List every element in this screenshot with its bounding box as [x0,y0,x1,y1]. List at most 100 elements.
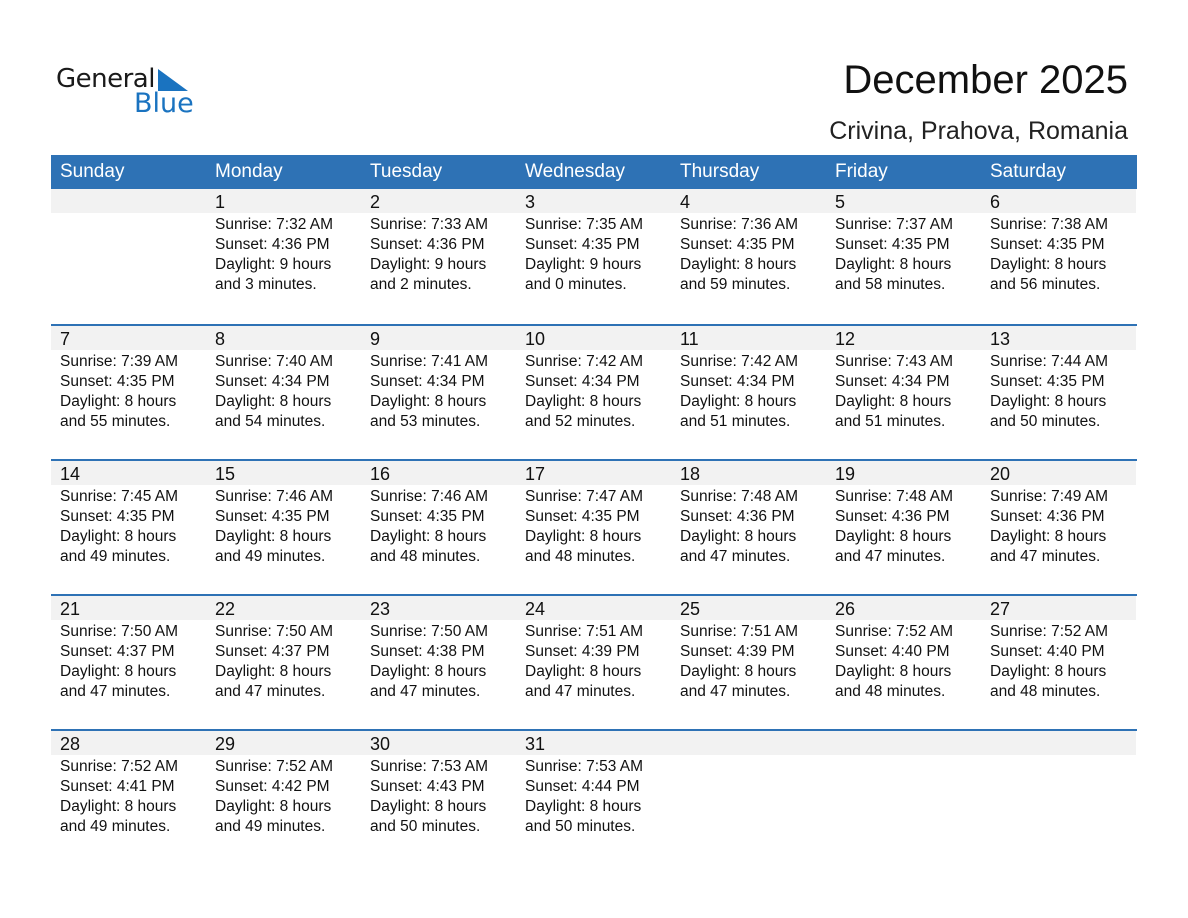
minutes-text: and 47 minutes. [680,548,791,565]
weekday-thursday: Thursday [680,161,760,182]
daylight-text: Daylight: 8 hours [215,528,332,545]
sunrise-text: Sunrise: 7:43 AM [835,353,954,370]
daylight-text: Daylight: 9 hours [525,256,642,273]
daylight-text: Daylight: 8 hours [680,528,797,545]
sunset-text: Sunset: 4:34 PM [370,373,485,390]
sunrise-text: Sunrise: 7:52 AM [835,623,954,640]
day-details: Sunrise: 7:52 AM Sunset: 4:42 PM Daylight:… [206,755,361,837]
sunset-text: Sunset: 4:44 PM [525,778,640,795]
sunset-text: Sunset: 4:40 PM [835,643,950,660]
week-row: 28 29 30 31 Sunrise: 7:52 AM Sunset: 4:41 PM D… [51,729,1137,864]
sunset-text: Sunset: 4:41 PM [60,778,175,795]
daylight-text: Daylight: 8 hours [60,663,177,680]
day-number: 16 [361,461,516,485]
day-details: Sunrise: 7:52 AM Sunset: 4:40 PM Daylight:… [826,620,981,702]
sunrise-text: Sunrise: 7:50 AM [370,623,489,640]
sunrise-text: Sunrise: 7:46 AM [215,488,334,505]
weekday-monday: Monday [215,161,283,182]
daylight-text: Daylight: 8 hours [835,528,952,545]
week-row: 14 15 16 17 18 19 20 Sunrise: 7:45 AM Sunset: 4:… [51,459,1137,594]
sunrise-text: Sunrise: 7:41 AM [370,353,489,370]
daylight-text: Daylight: 8 hours [370,528,487,545]
minutes-text: and 59 minutes. [680,276,791,293]
minutes-text: and 55 minutes. [60,413,171,430]
day-details: Sunrise: 7:36 AM Sunset: 4:35 PM Daylight:… [671,213,826,295]
day-details: Sunrise: 7:46 AM Sunset: 4:35 PM Daylight:… [361,485,516,567]
day-details: Sunrise: 7:37 AM Sunset: 4:35 PM Daylight:… [826,213,981,295]
day-number: 14 [51,461,206,485]
day-details [981,755,1136,837]
sunrise-text: Sunrise: 7:37 AM [835,216,954,233]
minutes-text: and 48 minutes. [835,683,946,700]
day-details: Sunrise: 7:53 AM Sunset: 4:44 PM Daylight:… [516,755,671,837]
sunrise-text: Sunrise: 7:51 AM [525,623,644,640]
sunset-text: Sunset: 4:35 PM [215,508,330,525]
day-details: Sunrise: 7:49 AM Sunset: 4:36 PM Daylight:… [981,485,1136,567]
day-number: 11 [671,326,826,350]
day-number: 25 [671,596,826,620]
daylight-text: Daylight: 8 hours [60,798,177,815]
sunrise-text: Sunrise: 7:39 AM [60,353,179,370]
weeks: 1 2 3 4 5 6 Sunrise: 7:32 AM Sunset: 4:36 PM Day… [51,189,1137,864]
day-details: Sunrise: 7:50 AM Sunset: 4:38 PM Daylight:… [361,620,516,702]
day-number: 2 [361,189,516,213]
day-details: Sunrise: 7:44 AM Sunset: 4:35 PM Daylight:… [981,350,1136,432]
day-details: Sunrise: 7:50 AM Sunset: 4:37 PM Daylight:… [51,620,206,702]
minutes-text: and 47 minutes. [990,548,1101,565]
minutes-text: and 49 minutes. [60,548,171,565]
daylight-text: Daylight: 8 hours [370,663,487,680]
day-number: 3 [516,189,671,213]
sunrise-text: Sunrise: 7:50 AM [215,623,334,640]
minutes-text: and 49 minutes. [215,818,326,835]
day-number: 31 [516,731,671,755]
sunrise-text: Sunrise: 7:40 AM [215,353,334,370]
sunset-text: Sunset: 4:37 PM [215,643,330,660]
sunrise-text: Sunrise: 7:52 AM [215,758,334,775]
minutes-text: and 47 minutes. [835,548,946,565]
minutes-text: and 49 minutes. [60,818,171,835]
day-number: 29 [206,731,361,755]
day-details: Sunrise: 7:42 AM Sunset: 4:34 PM Daylight:… [516,350,671,432]
day-details [826,755,981,837]
day-details: Sunrise: 7:45 AM Sunset: 4:35 PM Daylight:… [51,485,206,567]
minutes-text: and 50 minutes. [370,818,481,835]
day-number [826,731,981,755]
daylight-text: Daylight: 8 hours [990,528,1107,545]
day-number: 7 [51,326,206,350]
day-details: Sunrise: 7:48 AM Sunset: 4:36 PM Daylight:… [671,485,826,567]
weekday-tuesday: Tuesday [370,161,443,182]
day-number: 13 [981,326,1136,350]
minutes-text: and 49 minutes. [215,548,326,565]
sunset-text: Sunset: 4:36 PM [680,508,795,525]
day-details: Sunrise: 7:38 AM Sunset: 4:35 PM Daylight:… [981,213,1136,295]
sunset-text: Sunset: 4:36 PM [990,508,1105,525]
sunset-text: Sunset: 4:35 PM [525,236,640,253]
day-details: Sunrise: 7:39 AM Sunset: 4:35 PM Daylight:… [51,350,206,432]
day-number: 4 [671,189,826,213]
day-number: 23 [361,596,516,620]
sunrise-text: Sunrise: 7:42 AM [525,353,644,370]
page-title: December 2025 [843,58,1128,102]
day-details: Sunrise: 7:43 AM Sunset: 4:34 PM Daylight:… [826,350,981,432]
minutes-text: and 47 minutes. [215,683,326,700]
minutes-text: and 54 minutes. [215,413,326,430]
day-details: Sunrise: 7:32 AM Sunset: 4:36 PM Daylight:… [206,213,361,295]
daylight-text: Daylight: 8 hours [60,393,177,410]
sunset-text: Sunset: 4:35 PM [525,508,640,525]
sunset-text: Sunset: 4:39 PM [525,643,640,660]
day-number: 15 [206,461,361,485]
sunrise-text: Sunrise: 7:50 AM [60,623,179,640]
sunrise-text: Sunrise: 7:52 AM [60,758,179,775]
day-details: Sunrise: 7:41 AM Sunset: 4:34 PM Daylight:… [361,350,516,432]
day-details: Sunrise: 7:47 AM Sunset: 4:35 PM Daylight:… [516,485,671,567]
sunrise-text: Sunrise: 7:46 AM [370,488,489,505]
day-number: 18 [671,461,826,485]
day-number: 9 [361,326,516,350]
minutes-text: and 3 minutes. [215,276,317,293]
daylight-text: Daylight: 8 hours [215,393,332,410]
sunset-text: Sunset: 4:36 PM [215,236,330,253]
daylight-text: Daylight: 9 hours [215,256,332,273]
day-number: 27 [981,596,1136,620]
day-details: Sunrise: 7:33 AM Sunset: 4:36 PM Daylight:… [361,213,516,295]
sunset-text: Sunset: 4:35 PM [60,373,175,390]
